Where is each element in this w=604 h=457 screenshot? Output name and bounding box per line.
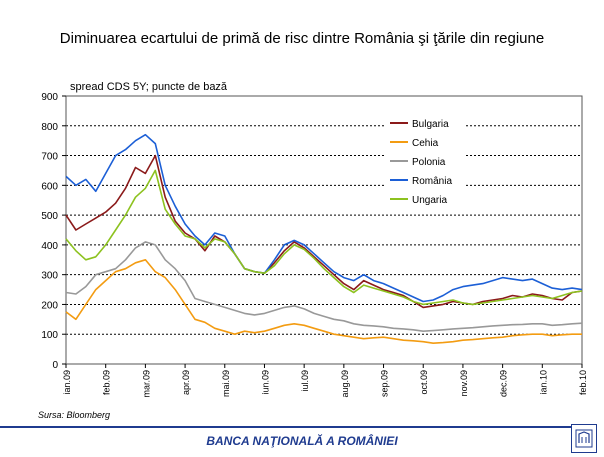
x-tick-label: ian.10 (538, 370, 548, 395)
legend: Bulgaria Cehia Polonia România Ungaria (386, 113, 466, 210)
x-tick-label: feb.09 (102, 370, 112, 395)
y-tick-label: 500 (41, 211, 58, 222)
plot-area (65, 95, 583, 365)
y-tick-label: 600 (41, 181, 58, 192)
y-tick-label: 800 (41, 122, 58, 133)
x-tick-label: ian.09 (62, 370, 72, 395)
legend-label: Polonia (412, 157, 446, 168)
y-tick-label: 300 (41, 271, 58, 282)
source-note: Sursa: Bloomberg (38, 410, 111, 420)
x-tick-label: dec.09 (499, 370, 509, 397)
legend-label: Cehia (412, 138, 439, 149)
y-tick-label: 400 (41, 241, 58, 252)
series-line-polonia (65, 241, 583, 333)
x-tick-label: iul.09 (300, 370, 310, 392)
series-line-bulgaria (65, 154, 583, 309)
x-tick-label: aug.09 (340, 370, 350, 398)
x-tick-label: feb.10 (578, 370, 588, 395)
gridlines (66, 125, 582, 335)
bank-logo-icon (571, 424, 597, 453)
footer-institution: BANCA NAŢIONALĂ A ROMÂNIEI (206, 434, 398, 448)
x-tick-label: mai.09 (221, 370, 231, 397)
footer-divider (0, 426, 594, 428)
y-axis-label: spread CDS 5Y; puncte de bază (70, 81, 228, 93)
series-line-românia (65, 133, 583, 303)
y-tick-label: 700 (41, 152, 58, 163)
x-tick-label: nov.09 (459, 370, 469, 396)
series-line-ungaria (65, 169, 583, 306)
x-tick-label: apr.09 (181, 370, 191, 395)
series-line-cehia (65, 258, 582, 345)
legend-label: Ungaria (412, 195, 447, 206)
y-tick-label: 0 (52, 360, 58, 371)
x-tick-label: oct.09 (419, 370, 429, 395)
y-tick-label: 900 (41, 92, 58, 103)
y-tick-label: 100 (41, 330, 58, 341)
y-tick-label: 200 (41, 300, 58, 311)
axes: 0 100 200 300 400 500 600 700 800 900 ian.09 feb.09… (41, 92, 588, 398)
x-tick-label: sep.09 (380, 370, 390, 397)
legend-label: Bulgaria (412, 119, 449, 130)
legend-label: România (412, 176, 452, 187)
x-tick-label: iun.09 (260, 370, 270, 395)
x-tick-label: mar.09 (141, 370, 151, 398)
series-group (65, 133, 583, 345)
chart-title: Diminuarea ecartului de primă de risc di… (59, 30, 545, 47)
